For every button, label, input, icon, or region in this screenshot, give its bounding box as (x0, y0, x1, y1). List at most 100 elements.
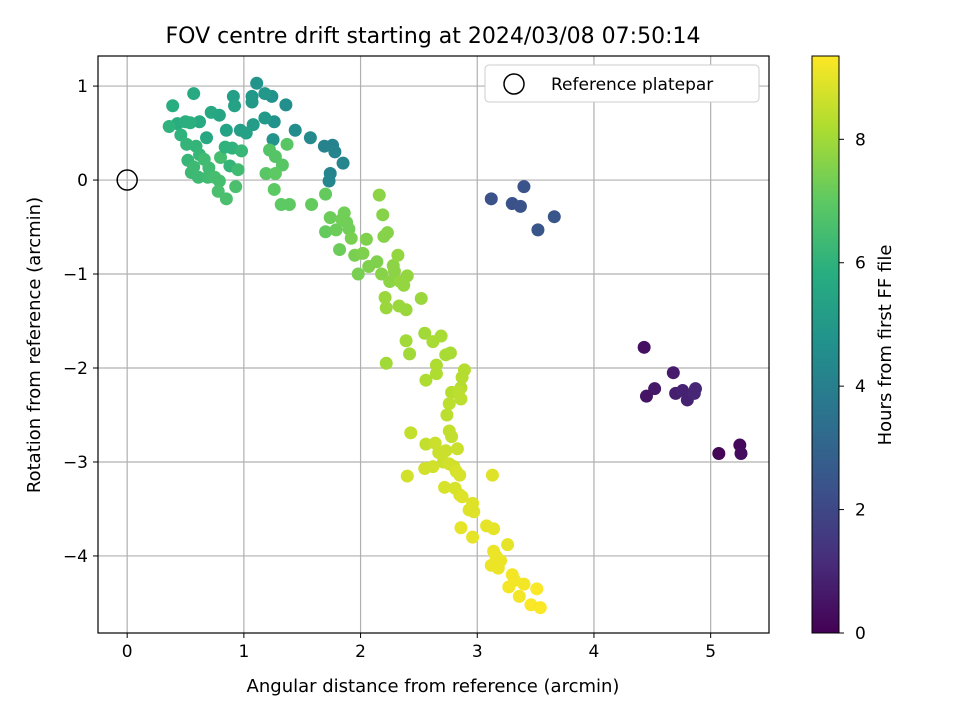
data-point (235, 144, 249, 158)
data-point (512, 589, 526, 603)
data-point (376, 208, 390, 222)
data-point (454, 392, 468, 406)
data-point (547, 210, 561, 224)
data-point (303, 131, 317, 145)
data-point (391, 248, 405, 262)
data-point (467, 505, 481, 519)
colorbar-label: Hours from first FF file (875, 245, 896, 446)
data-point (212, 174, 226, 188)
x-tick-label: 1 (238, 642, 249, 662)
data-point (319, 187, 333, 201)
data-point (356, 246, 370, 260)
data-point (454, 521, 468, 535)
data-point (267, 182, 281, 196)
data-point (419, 373, 433, 387)
data-point (333, 243, 347, 257)
data-point (162, 119, 176, 133)
data-point (383, 275, 397, 289)
data-point (187, 87, 201, 101)
data-point (319, 225, 333, 239)
plot-frame (97, 55, 770, 634)
data-point (404, 426, 418, 440)
colorbar-tick-label: 8 (855, 130, 866, 150)
data-point (344, 231, 358, 245)
data-point (279, 98, 293, 112)
data-point (419, 437, 433, 451)
data-point (250, 76, 264, 90)
x-axis-ticks: 0 1 2 3 4 5 (122, 633, 716, 662)
y-tick-label: 1 (77, 77, 88, 97)
data-point (501, 538, 515, 552)
data-point (219, 123, 233, 137)
y-axis-label: Rotation from reference (arcmin) (24, 197, 45, 493)
data-point (174, 128, 188, 142)
data-point (372, 188, 386, 202)
y-tick-label: −1 (63, 265, 88, 285)
data-point (438, 480, 452, 494)
data-point (466, 530, 480, 544)
legend-entry: Reference platepar (551, 75, 713, 95)
data-point (455, 370, 469, 384)
data-point (375, 267, 389, 281)
data-point (502, 580, 516, 594)
data-point (400, 269, 414, 283)
data-point (734, 447, 748, 461)
data-point (517, 577, 531, 591)
data-point (166, 99, 180, 113)
data-point (359, 232, 373, 246)
data-point (228, 99, 242, 113)
data-point (336, 156, 350, 170)
data-point (434, 329, 448, 343)
data-point (183, 116, 197, 130)
data-point (639, 389, 653, 403)
chart-title: FOV centre drift starting at 2024/03/08 … (166, 24, 701, 49)
x-tick-label: 4 (589, 642, 600, 662)
data-point (280, 137, 294, 151)
x-tick-label: 3 (472, 642, 483, 662)
data-point (191, 170, 205, 184)
data-point (229, 180, 243, 194)
data-point (380, 226, 394, 240)
data-point (648, 382, 662, 396)
data-point (439, 444, 453, 458)
y-tick-label: −3 (63, 453, 88, 473)
data-point (440, 408, 454, 422)
data-point (531, 223, 545, 237)
y-tick-label: −2 (63, 359, 88, 379)
x-tick-label: 0 (122, 642, 133, 662)
data-point (266, 133, 280, 147)
data-point (239, 126, 253, 140)
data-point (305, 197, 319, 211)
data-point (258, 87, 272, 101)
data-point (379, 301, 393, 315)
data-point (288, 123, 302, 137)
data-point (211, 184, 225, 198)
data-point (329, 223, 343, 237)
data-point (530, 582, 544, 596)
data-point (399, 303, 413, 317)
data-point (214, 150, 228, 164)
data-point (712, 447, 726, 461)
data-point (443, 346, 457, 360)
colorbar-tick-label: 4 (855, 377, 866, 397)
data-point (387, 264, 401, 278)
colorbar-tick-label: 0 (855, 624, 866, 644)
data-point (533, 601, 547, 615)
data-points (162, 76, 748, 615)
data-point (379, 356, 393, 370)
data-point (231, 163, 245, 177)
data-point (487, 522, 501, 536)
x-tick-label: 5 (705, 642, 716, 662)
data-point (204, 105, 218, 119)
data-point (245, 95, 259, 109)
reference-platepar-marker (116, 169, 138, 191)
data-point (688, 382, 702, 396)
data-point (418, 326, 432, 340)
data-point (282, 197, 296, 211)
data-point (322, 174, 336, 188)
data-point (450, 442, 464, 456)
data-point (517, 180, 531, 194)
x-tick-label: 2 (355, 642, 366, 662)
y-tick-label: −4 (63, 547, 88, 567)
